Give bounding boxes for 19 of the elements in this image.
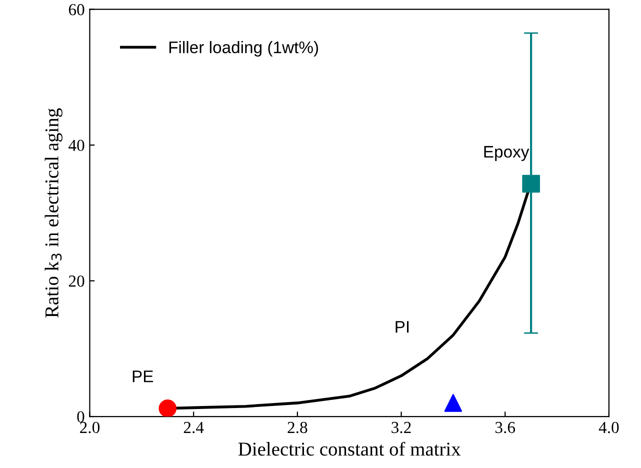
y-tick-label: 40 [68,140,84,152]
legend-label: Filler loading (1wt%) [169,41,318,57]
x-tick-label: 3.2 [392,422,411,434]
y-tick-label: 20 [68,276,84,287]
y-tick-label: 0 [77,411,84,422]
annotation: PI [396,321,409,333]
x-axis-title: Dielectric constant of matrix [238,442,461,456]
x-tick-label: 2.0 [80,422,100,434]
x-tick-label: 3.6 [495,422,516,434]
y-axis-title: Ratio k$_{3}$ in electrical aging [44,108,62,318]
point [158,399,177,417]
y-tick-label: 60 [68,4,84,16]
point [522,174,540,193]
x-tick-label: 4.0 [598,422,619,434]
point [444,394,462,412]
annotation: Epoxy [484,146,530,161]
x-tick-label: 2.4 [184,422,204,434]
x-tick-label: 2.8 [288,422,308,434]
annotation: PE [132,370,154,382]
